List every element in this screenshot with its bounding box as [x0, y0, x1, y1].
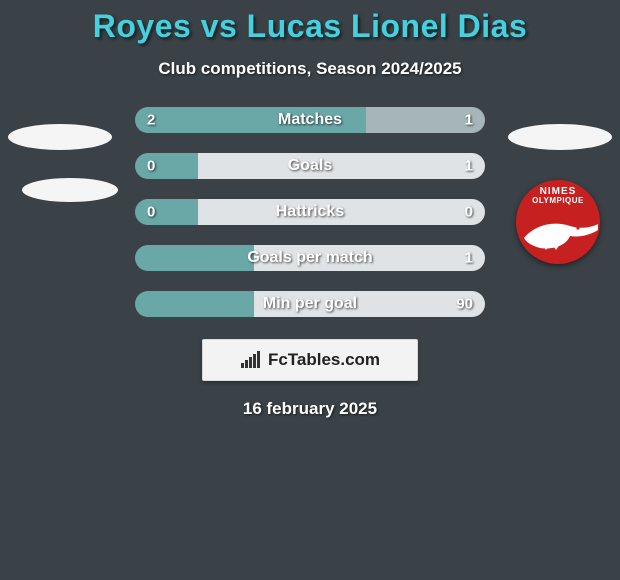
page-title: Royes vs Lucas Lionel Dias	[0, 8, 620, 45]
left-photo-ellipse-2	[22, 178, 118, 202]
attribution-text: FcTables.com	[268, 350, 380, 370]
right-photo-ellipse-1	[508, 124, 612, 150]
stat-row: 0 Hattricks 0	[135, 199, 485, 225]
stat-value-right: 1	[465, 112, 473, 129]
subtitle: Club competitions, Season 2024/2025	[0, 59, 620, 79]
stat-label: Min per goal	[263, 295, 357, 313]
bar-left	[135, 153, 198, 179]
stat-row: 0 Goals 1	[135, 153, 485, 179]
stat-value-left: 2	[147, 112, 155, 129]
date: 16 february 2025	[0, 399, 620, 419]
left-photo-ellipse-1	[8, 124, 112, 150]
stat-row: Goals per match 1	[135, 245, 485, 271]
bar-right	[198, 153, 485, 179]
crocodile-icon	[522, 216, 600, 256]
stat-value-right: 1	[465, 250, 473, 267]
badge-line2: OLYMPIQUE	[532, 196, 584, 205]
bar-left	[135, 199, 198, 225]
stat-label: Matches	[278, 111, 342, 129]
stat-row: 2 Matches 1	[135, 107, 485, 133]
bars-icon	[240, 351, 262, 369]
stat-value-left: 0	[147, 158, 155, 175]
stat-row: Min per goal 90	[135, 291, 485, 317]
attribution-badge: FcTables.com	[202, 339, 418, 381]
stat-label: Goals	[288, 157, 332, 175]
stat-label: Hattricks	[276, 203, 344, 221]
stat-value-left: 0	[147, 204, 155, 221]
stat-value-right: 0	[465, 204, 473, 221]
bar-left	[135, 245, 254, 271]
club-badge-nimes: NIMES OLYMPIQUE	[516, 180, 600, 264]
bar-left	[135, 291, 254, 317]
stat-value-right: 1	[465, 158, 473, 175]
stat-value-right: 90	[456, 296, 473, 313]
stat-label: Goals per match	[247, 249, 372, 267]
